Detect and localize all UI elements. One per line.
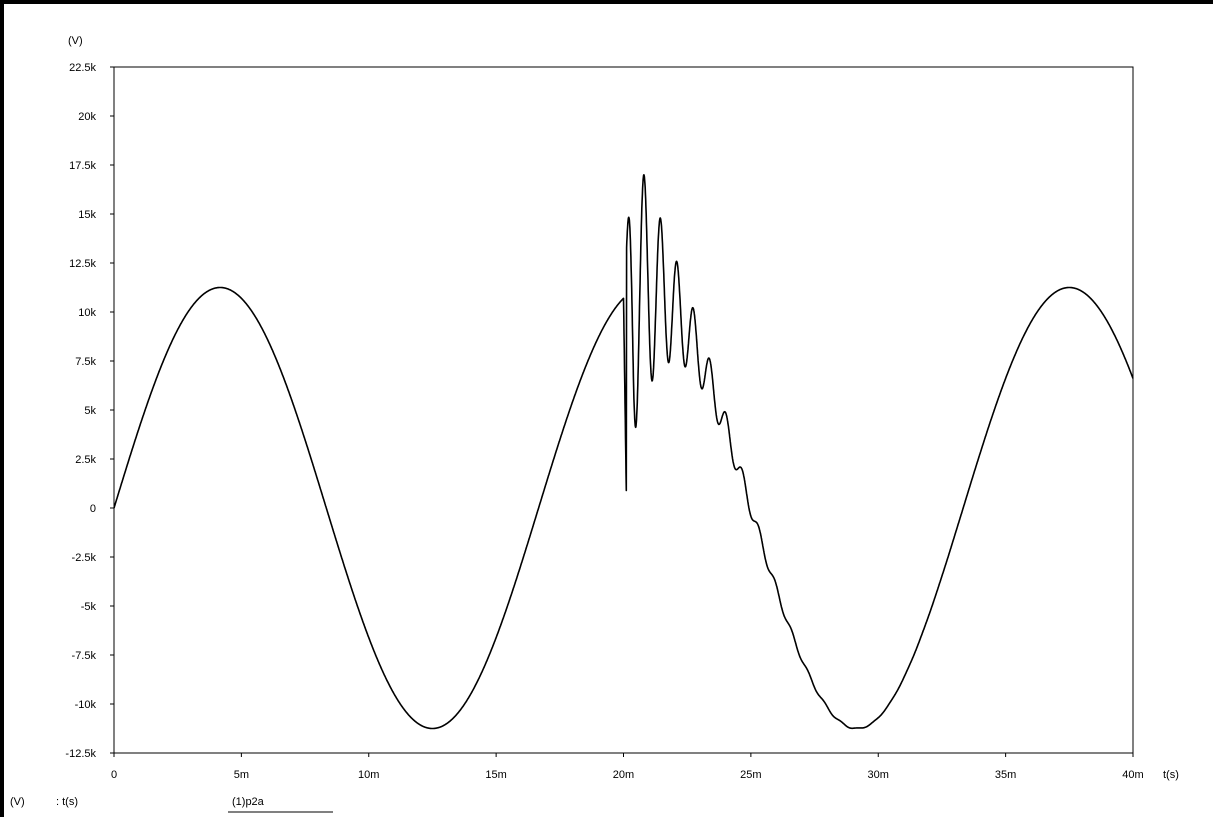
footer-y-unit: (V) [10,796,25,808]
y-tick-label: -12.5k [65,748,96,760]
x-tick-label: 25m [740,769,761,781]
y-tick-label: 15k [78,209,96,221]
x-tick-label: 20m [613,769,634,781]
x-axis-ticks: 0 5m 10m 15m 20m 25m 30m 35m 40m [111,753,1144,781]
legend-label-p2a: (1)p2a [232,796,264,808]
y-tick-label: 20k [78,111,96,123]
y-tick-label: 22.5k [69,62,96,74]
x-tick-label: 10m [358,769,379,781]
y-axis-ticks: 22.5k 20k 17.5k 15k 12.5k 10k 7.5k 5k 2.5k 0 -2.5k… [65,62,114,760]
y-tick-label: -2.5k [72,552,97,564]
y-tick-label: 7.5k [75,356,96,368]
x-tick-label: 30m [868,769,889,781]
y-tick-label: 0 [90,503,96,515]
x-tick-label: 5m [234,769,249,781]
x-tick-label: 35m [995,769,1016,781]
y-tick-label: -7.5k [72,650,97,662]
x-tick-label: 15m [485,769,506,781]
x-tick-label: 0 [111,769,117,781]
x-unit-label: t(s) [1163,769,1179,781]
y-tick-label: 17.5k [69,160,96,172]
y-tick-label: 2.5k [75,454,96,466]
footer-axis-spec: : t(s) [56,796,78,808]
series-line-p2a [113,174,1134,730]
y-unit-label: (V) [68,35,83,47]
plot-area [113,66,1134,754]
y-tick-label: -5k [81,601,97,613]
y-tick-label: 12.5k [69,258,96,270]
y-tick-label: -10k [75,699,97,711]
y-tick-label: 5k [84,405,96,417]
y-tick-label: 10k [78,307,96,319]
x-tick-label: 40m [1122,769,1143,781]
